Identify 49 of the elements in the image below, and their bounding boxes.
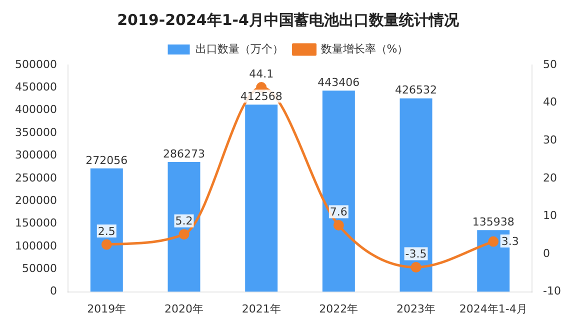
- point: [488, 236, 499, 247]
- legend-label: 数量增长率（%）: [320, 42, 408, 56]
- data-label: 2.5: [98, 224, 116, 238]
- data-label: 412568: [240, 90, 282, 104]
- x-tick-label: 2022年: [319, 302, 358, 316]
- data-label: 3.3: [501, 234, 519, 248]
- y-tick-label: 450000: [14, 80, 57, 94]
- y2-tick-label: 50: [543, 58, 558, 71]
- chart-title: 2019-2024年1-4月中国蓄电池出口数量统计情况: [117, 10, 460, 29]
- x-tick-label: 2020年: [164, 302, 204, 316]
- x-tick-label: 2019年: [87, 302, 126, 316]
- x-tick-label: 2023年: [396, 302, 436, 316]
- data-label: 286273: [163, 147, 205, 160]
- y2-tick-label: 40: [543, 96, 558, 109]
- point: [410, 262, 422, 272]
- legend-label: 出口数量（万个）: [195, 42, 284, 56]
- y-tick-label: 50000: [22, 262, 57, 275]
- data-label: 426532: [395, 84, 438, 97]
- bar: [90, 168, 123, 292]
- data-label: 135938: [472, 216, 514, 228]
- bar: [322, 90, 355, 292]
- data-label: 272056: [86, 154, 128, 167]
- point: [178, 229, 190, 240]
- y-tick-label: 250000: [14, 171, 57, 184]
- bar: [400, 98, 432, 292]
- bar: [245, 104, 278, 292]
- data-label: 7.6: [330, 206, 348, 219]
- y-tick-label: 350000: [14, 126, 57, 139]
- x-tick-label: 2021年: [242, 302, 281, 316]
- y2-tick-label: 30: [543, 133, 558, 146]
- y2-tick-label: 10: [543, 209, 558, 222]
- y-tick-label: 200000: [14, 194, 57, 207]
- y-tick-label: 300000: [14, 148, 57, 162]
- y2-tick-label: -10: [543, 284, 561, 298]
- y-tick-label: 150000: [14, 216, 57, 230]
- data-label: 443406: [318, 76, 360, 90]
- x-tick-label: 2024年1-4月: [459, 302, 528, 316]
- y-tick-label: 400000: [14, 103, 57, 116]
- y-tick-label: 500000: [14, 58, 57, 71]
- data-label: 44.1: [249, 68, 274, 81]
- data-label: -3.5: [405, 248, 427, 261]
- bar: [168, 162, 200, 292]
- data-label: 5.2: [175, 214, 193, 228]
- y2-tick-label: 0: [543, 246, 550, 260]
- y-tick-label: 100000: [14, 239, 57, 252]
- y2-tick-label: 20: [543, 171, 558, 184]
- y-tick-label: 0: [50, 284, 57, 298]
- point: [101, 239, 112, 250]
- point: [333, 220, 344, 231]
